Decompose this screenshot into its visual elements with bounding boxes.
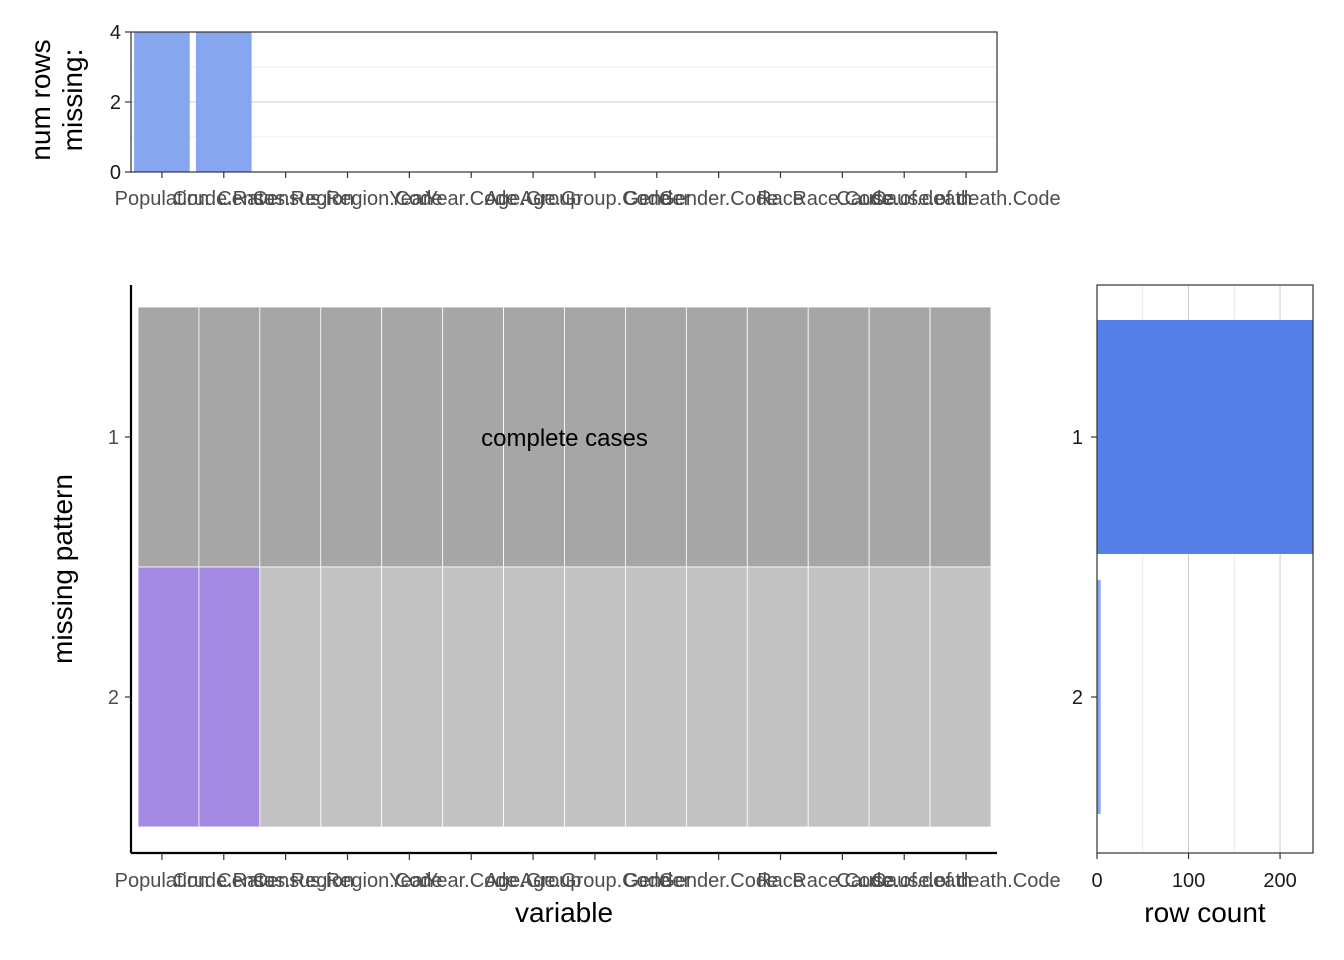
pattern-tile xyxy=(442,306,504,568)
main-x-tick-label: Age.Group.Code xyxy=(520,870,670,892)
pattern-tile xyxy=(868,566,931,828)
pattern-tile xyxy=(198,306,261,568)
main-y-tick-label: 1 xyxy=(108,427,119,449)
pattern-tile xyxy=(625,306,687,568)
right-y-tick-label: 2 xyxy=(1072,687,1083,709)
pattern-tile xyxy=(503,566,565,828)
top-x-tick-label: Cause.of.death.Code xyxy=(872,188,1061,210)
top-x-tick-label: Race xyxy=(757,188,804,210)
main-x-tick-label: Census.Region xyxy=(217,870,354,892)
top-x-tick-label: Cause.of.death xyxy=(836,188,972,210)
pattern-tile xyxy=(381,566,444,828)
main-x-tick-label: Year xyxy=(389,870,430,892)
right-bar xyxy=(1097,580,1101,814)
top-x-tick-label: Year.Code xyxy=(425,188,518,210)
top-bar xyxy=(195,32,252,172)
pattern-tile xyxy=(320,566,383,828)
top-x-tick-label: Census.Region xyxy=(217,188,354,210)
top-y-axis-title-line: missing: xyxy=(57,49,88,152)
main-x-tick-label: Race xyxy=(757,870,804,892)
main-x-tick-label: Cause.of.death.Code xyxy=(872,870,1061,892)
right-x-tick-label: 0 xyxy=(1091,870,1102,892)
right-plot-border xyxy=(1096,284,1314,854)
pattern-tile xyxy=(564,566,626,828)
right-x-axis-title: row count xyxy=(1144,897,1266,928)
pattern-tile xyxy=(137,306,200,568)
right-panel: 1 2 0 100 200 row count xyxy=(1072,284,1314,928)
main-panel: complete cases 1 2 PopulationCrude.RateCens… xyxy=(47,285,1061,928)
pattern-tile xyxy=(259,566,322,828)
main-x-axis-title: variable xyxy=(515,897,613,928)
pattern-tile xyxy=(625,566,687,828)
top-x-tick-label: Year xyxy=(389,188,430,210)
right-bar xyxy=(1097,320,1313,554)
right-x-tick-label: 200 xyxy=(1263,870,1296,892)
top-y-axis-title: num rowsmissing: xyxy=(25,39,88,160)
right-y-tick-label: 1 xyxy=(1072,427,1083,449)
top-y-tick-label: 4 xyxy=(110,22,121,44)
pattern-tile xyxy=(685,566,748,828)
top-x-tick-label: Race.Code xyxy=(792,188,892,210)
pattern-tile xyxy=(746,566,809,828)
top-y-tick-label: 0 xyxy=(110,162,121,184)
top-x-tick-label: Gender xyxy=(623,188,690,210)
main-x-tick-label: Cause.of.death xyxy=(836,870,972,892)
top-x-tick-label: Population xyxy=(115,188,210,210)
top-x-tick-label: Age.Group.Code xyxy=(520,188,670,210)
pattern-tile xyxy=(807,306,870,568)
main-x-tick-label: Census.Region.Code xyxy=(252,870,442,892)
main-x-tick-label: Year.Code xyxy=(425,870,518,892)
pattern-tile xyxy=(198,566,261,828)
top-x-tick-label: Age.Group xyxy=(485,188,582,210)
top-bar xyxy=(134,32,190,172)
top-x-tick-label: Gender.Code xyxy=(659,188,778,210)
pattern-tile xyxy=(685,306,748,568)
main-y-axis-title: missing pattern xyxy=(47,474,78,664)
pattern-tile xyxy=(137,566,200,828)
main-x-tick-label: Gender xyxy=(623,870,690,892)
pattern-tile xyxy=(320,306,383,568)
top-x-tick-label: Census.Region.Code xyxy=(252,188,442,210)
complete-cases-label: complete cases xyxy=(481,425,648,452)
pattern-tile xyxy=(381,306,444,568)
pattern-tile xyxy=(868,306,931,568)
pattern-tile xyxy=(503,306,565,568)
pattern-tile xyxy=(929,566,992,828)
pattern-tile xyxy=(259,306,322,568)
main-y-tick-label: 2 xyxy=(108,687,119,709)
top-panel: 0 2 4 PopulationCrude.RateCensus.RegionCens… xyxy=(25,22,1061,210)
top-y-axis-title-line: num rows xyxy=(25,39,56,160)
pattern-tile xyxy=(929,306,992,568)
top-y-tick-label: 2 xyxy=(110,92,121,114)
right-x-tick-label: 100 xyxy=(1172,870,1205,892)
main-x-tick-label: Population xyxy=(115,870,210,892)
pattern-tile xyxy=(442,566,504,828)
pattern-tile xyxy=(564,306,626,568)
main-x-tick-label: Age.Group xyxy=(485,870,582,892)
top-x-tick-label: Crude.Rate xyxy=(173,188,275,210)
main-x-tick-label: Gender.Code xyxy=(659,870,778,892)
main-x-tick-label: Crude.Rate xyxy=(173,870,275,892)
pattern-tile xyxy=(807,566,870,828)
pattern-tile xyxy=(746,306,809,568)
main-x-tick-label: Race.Code xyxy=(792,870,892,892)
